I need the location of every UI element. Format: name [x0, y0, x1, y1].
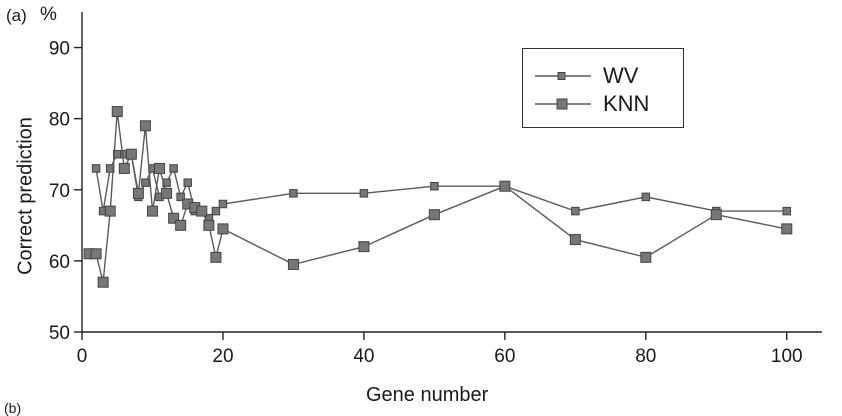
- y-tick-label: 80: [49, 110, 70, 131]
- data-point-wv: [359, 189, 369, 198]
- data-point-wv: [641, 192, 651, 202]
- legend-swatch-knn: [535, 98, 591, 110]
- data-point-wv: [211, 206, 221, 216]
- data-point-wv: [162, 178, 171, 187]
- y-tick-label: 60: [49, 252, 70, 273]
- legend: WV KNN: [522, 48, 684, 128]
- data-point-knn: [569, 234, 581, 246]
- data-point-wv: [183, 178, 192, 187]
- x-tick-label: 0: [77, 346, 88, 367]
- x-tick-label: 60: [494, 346, 515, 367]
- y-tick-label: 50: [49, 323, 70, 344]
- data-point-knn: [139, 120, 151, 132]
- data-point-wv: [430, 181, 439, 191]
- x-axis-label: Gene number: [366, 384, 489, 406]
- x-tick-label: 100: [771, 346, 803, 367]
- data-point-knn: [217, 223, 229, 235]
- x-tick-label: 40: [353, 346, 374, 367]
- y-unit-label: %: [40, 4, 57, 25]
- data-point-knn: [97, 276, 109, 288]
- data-point-knn: [104, 205, 116, 217]
- legend-item-knn: KNN: [533, 91, 683, 117]
- data-point-knn: [210, 251, 222, 263]
- data-point-wv: [782, 206, 792, 216]
- data-point-knn: [132, 187, 144, 199]
- data-point-wv: [176, 192, 185, 202]
- legend-label-wv: WV: [603, 63, 639, 88]
- data-point-knn: [168, 212, 180, 224]
- data-point-wv: [169, 164, 178, 173]
- data-point-wv: [91, 164, 101, 173]
- data-point-knn: [125, 148, 137, 160]
- legend-item-wv: WV: [533, 63, 683, 89]
- x-tick-label: 20: [212, 346, 233, 367]
- next-panel-label: (b): [4, 400, 22, 416]
- x-tick-label: 80: [635, 346, 656, 367]
- series-line-knn: [89, 111, 787, 283]
- legend-label-knn: KNN: [603, 91, 650, 116]
- data-point-knn: [287, 258, 299, 270]
- data-point-knn: [161, 187, 173, 199]
- data-point-knn: [196, 205, 208, 217]
- data-point-knn: [146, 205, 158, 217]
- data-point-knn: [203, 219, 215, 231]
- panel-label: (a): [6, 6, 27, 25]
- y-tick-label: 70: [49, 181, 70, 202]
- data-point-knn: [428, 209, 440, 221]
- data-point-wv: [141, 178, 150, 187]
- data-point-knn: [781, 223, 793, 235]
- legend-swatch-wv: [535, 72, 591, 80]
- data-point-knn: [90, 248, 102, 260]
- data-point-wv: [289, 189, 298, 198]
- data-point-wv: [571, 206, 580, 216]
- data-point-knn: [358, 241, 370, 253]
- y-tick-label: 90: [49, 39, 70, 60]
- data-point-knn: [175, 219, 187, 231]
- data-point-wv: [105, 164, 115, 173]
- data-point-wv: [218, 199, 228, 209]
- data-point-knn: [499, 180, 511, 192]
- data-point-knn: [111, 106, 123, 118]
- data-point-knn: [118, 162, 130, 174]
- data-point-knn: [640, 251, 652, 263]
- data-point-knn: [710, 209, 722, 221]
- data-point-knn: [154, 162, 166, 174]
